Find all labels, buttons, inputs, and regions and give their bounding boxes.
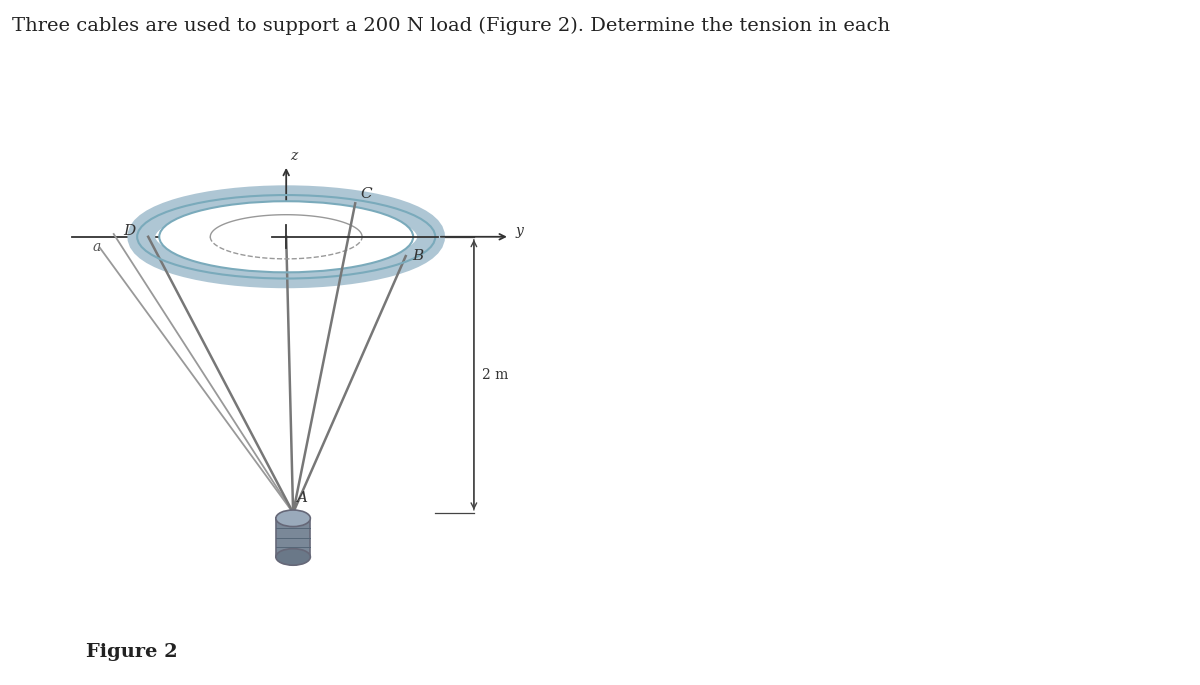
Text: 2 m: 2 m (482, 368, 509, 382)
Text: Figure 2: Figure 2 (86, 643, 178, 661)
Ellipse shape (160, 201, 413, 273)
Text: z: z (290, 149, 298, 162)
Text: 120°: 120° (200, 213, 230, 226)
Text: C: C (361, 187, 372, 201)
Text: 30°: 30° (325, 220, 347, 233)
Text: y: y (515, 225, 523, 238)
Text: D: D (124, 225, 136, 238)
Ellipse shape (276, 510, 311, 527)
Text: A: A (296, 490, 307, 505)
Text: B: B (413, 249, 424, 263)
Ellipse shape (276, 549, 311, 565)
Text: 1 m: 1 m (317, 243, 341, 256)
Text: 120°: 120° (220, 250, 251, 263)
Text: Three cables are used to support a 200 N load (Figure 2). Determine the tension : Three cables are used to support a 200 N… (12, 17, 890, 36)
Bar (276, 519, 311, 557)
Text: a: a (92, 240, 101, 253)
